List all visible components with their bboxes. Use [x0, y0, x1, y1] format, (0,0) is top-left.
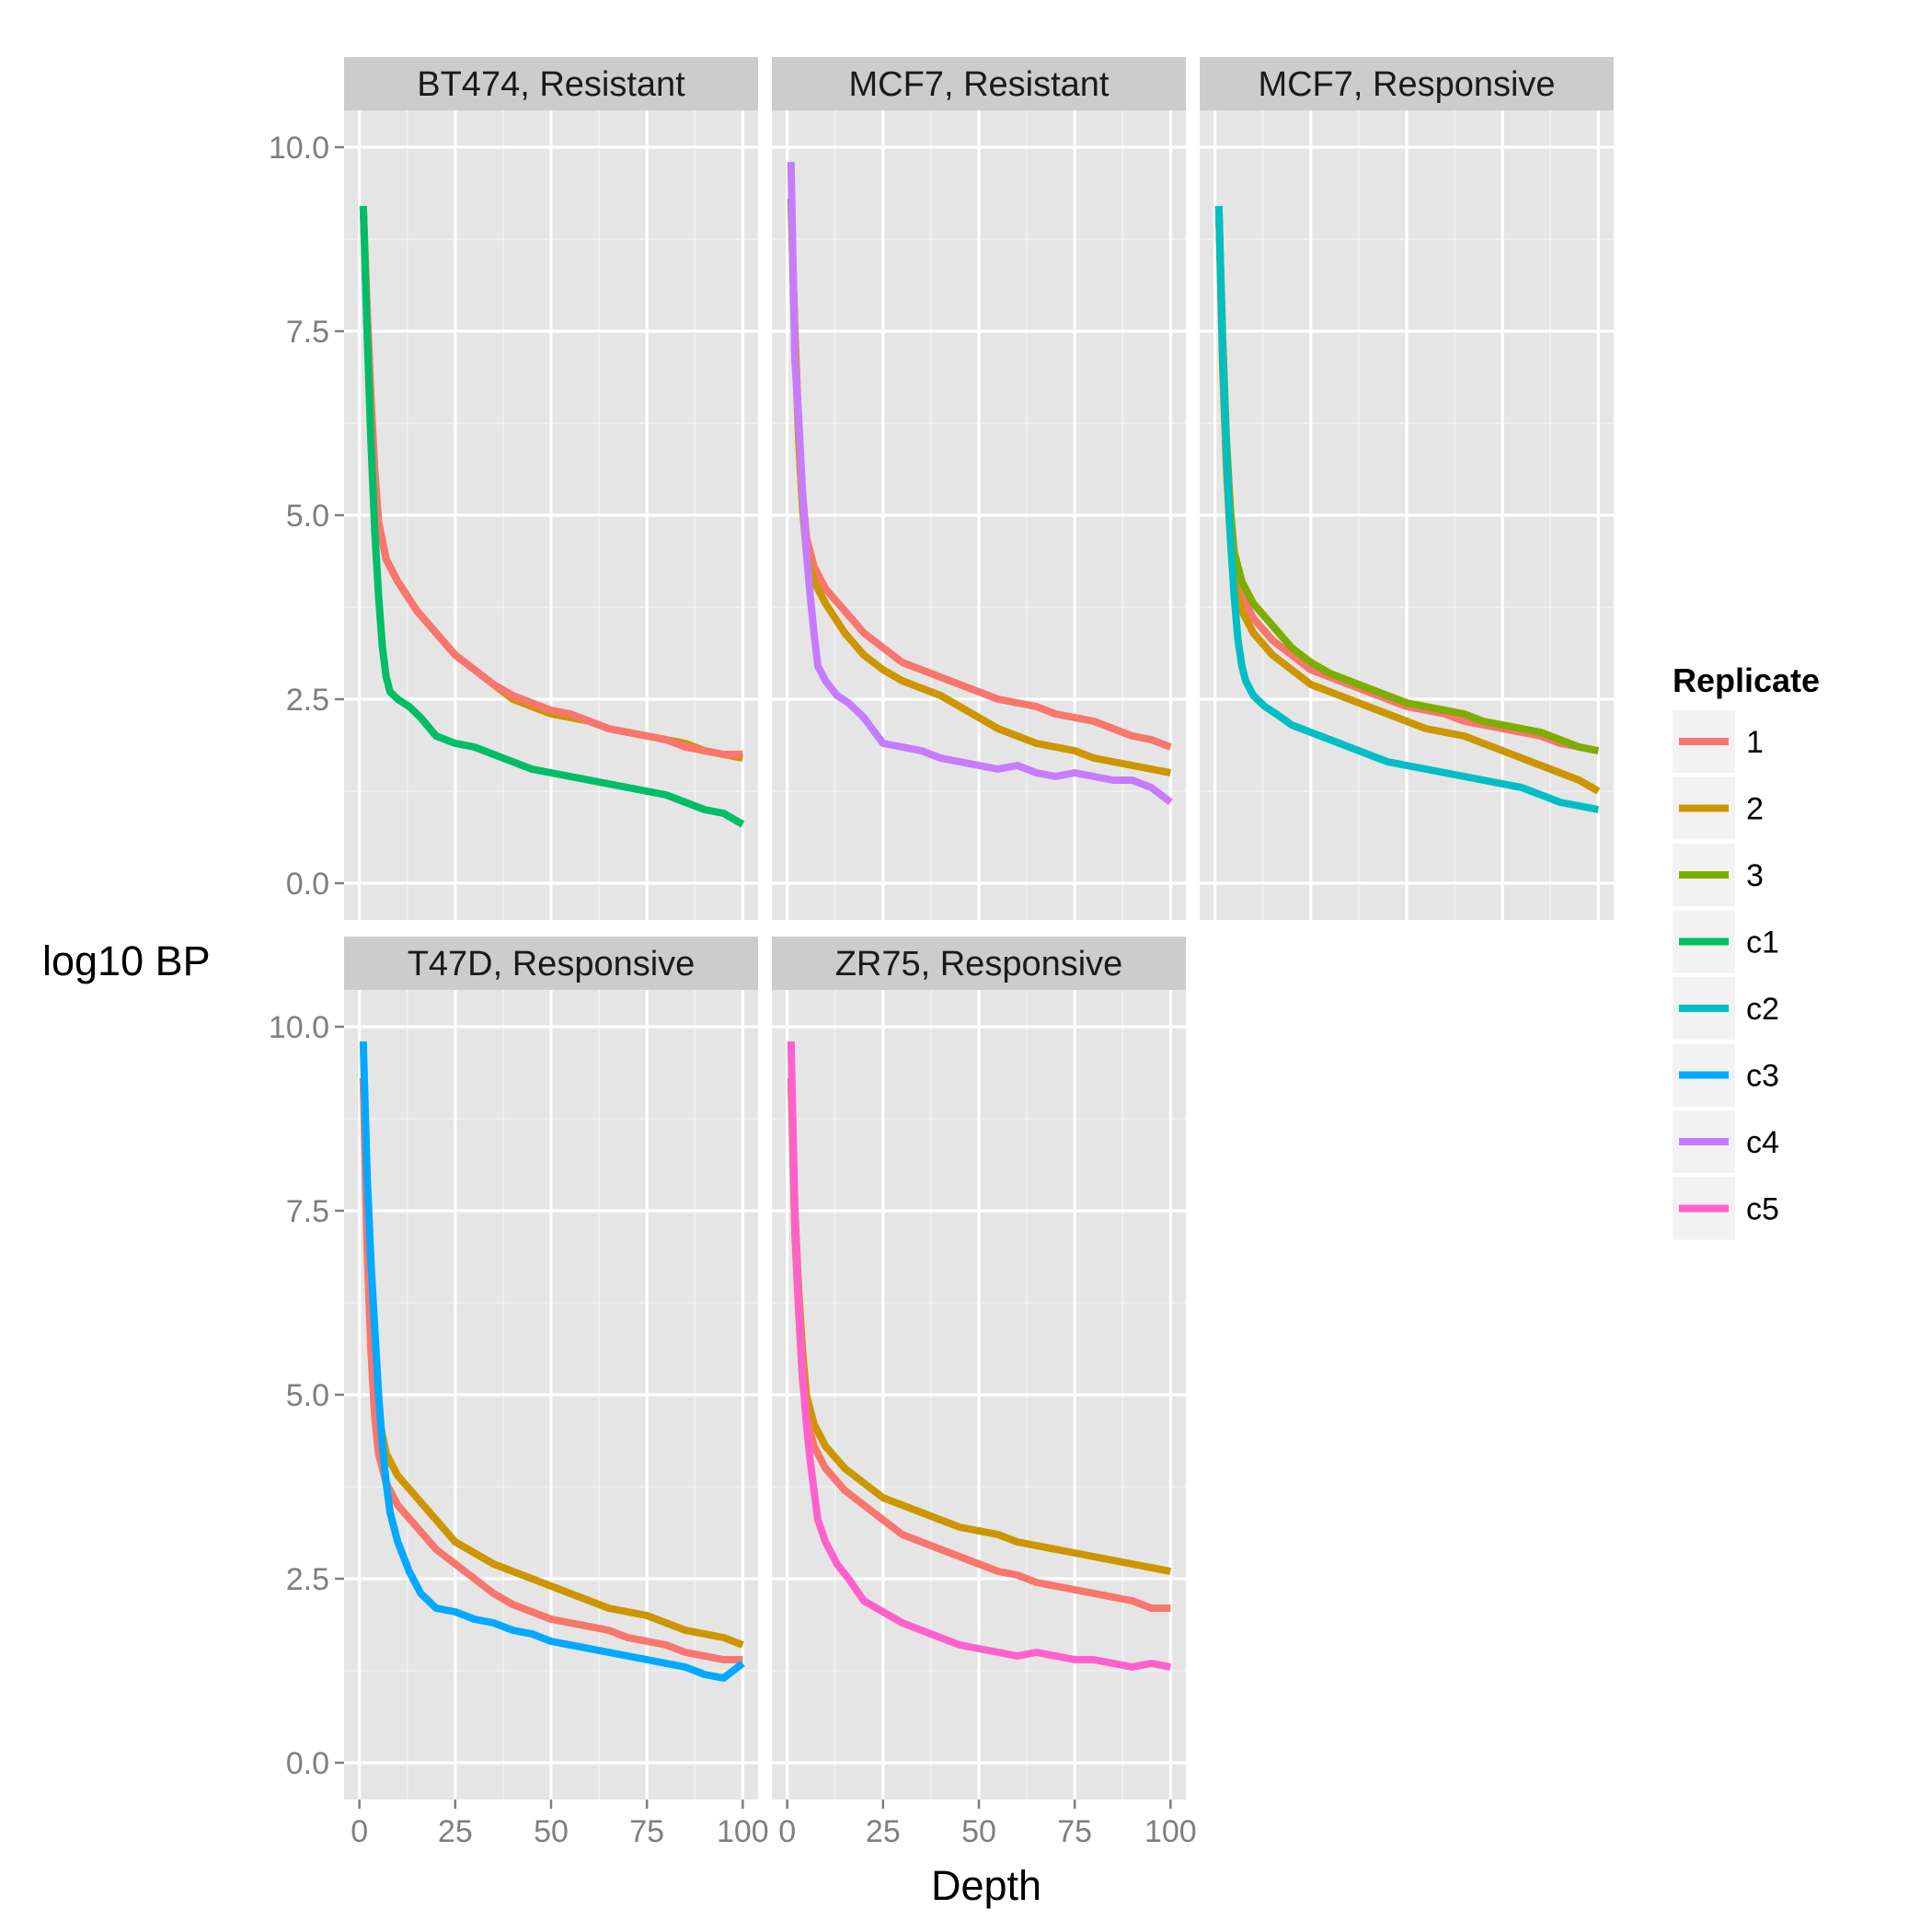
- y-tick-label: 5.0: [286, 499, 329, 534]
- legend-label: 1: [1746, 725, 1764, 760]
- legend-label: c3: [1746, 1059, 1779, 1094]
- facet-title: BT474, Resistant: [417, 65, 685, 104]
- legend: Replicate 1 2 3 c1 c2 c3 c4 c5: [1673, 661, 1820, 1240]
- legend-item: 1: [1673, 710, 1764, 773]
- series-line-c2: [1214, 205, 1600, 813]
- y-tick-label: 0.0: [286, 1746, 329, 1781]
- series-line-c5: [787, 1041, 1172, 1671]
- facet-title: MCF7, Resistant: [849, 65, 1110, 104]
- series-line-1: [359, 205, 743, 758]
- facet-strip: [344, 57, 758, 110]
- legend-item: 2: [1673, 776, 1764, 840]
- facet-title: MCF7, Responsive: [1258, 65, 1555, 104]
- legend-item: c4: [1673, 1110, 1779, 1173]
- legend-title: Replicate: [1673, 661, 1820, 699]
- series-line-c3: [359, 1041, 745, 1682]
- legend-label: c2: [1746, 992, 1779, 1027]
- y-tick-label: 7.5: [286, 1194, 329, 1229]
- facet-panel: BT474, Resistant 0.0 2.5 5.0 7.5 10.0: [269, 57, 758, 920]
- y-tick-label: 0.0: [286, 867, 329, 902]
- facet-title: ZR75, Responsive: [835, 945, 1123, 983]
- facet-panel: MCF7, Responsive: [1200, 57, 1614, 920]
- x-tick-label: 75: [1057, 1814, 1092, 1849]
- legend-label: c4: [1746, 1125, 1779, 1160]
- x-tick-label: 25: [438, 1814, 473, 1849]
- facet-strip: [1200, 57, 1614, 110]
- series-line-c1: [359, 205, 745, 828]
- facet-panel: T47D, Responsive 0.0 2.5 5.0 7.5 10.0 0 25 50 75 1…: [269, 937, 769, 1849]
- facet-strip: [772, 57, 1186, 110]
- legend-item: c1: [1673, 910, 1779, 973]
- y-tick-label: 10.0: [269, 1010, 329, 1045]
- y-axis-title: log10 BP: [42, 937, 211, 984]
- series-line-c4: [787, 161, 1173, 806]
- legend-item: 3: [1673, 844, 1764, 906]
- series-line-1: [359, 1077, 743, 1663]
- facet-panel: ZR75, Responsive 0 25 50 75 100: [772, 937, 1197, 1849]
- legend-label: 3: [1746, 858, 1764, 893]
- x-tick-label: 0: [351, 1814, 368, 1849]
- legend-label: c1: [1746, 926, 1779, 960]
- facet-strip: [344, 937, 758, 990]
- x-tick-label: 50: [534, 1814, 569, 1849]
- facet-panel: MCF7, Resistant: [772, 57, 1186, 920]
- legend-item: c3: [1673, 1043, 1779, 1107]
- facet-title: T47D, Responsive: [408, 945, 696, 983]
- x-tick-label: 75: [629, 1814, 664, 1849]
- x-axis-title: Depth: [931, 1862, 1041, 1909]
- facet-strip: [772, 937, 1186, 990]
- x-tick-label: 100: [1144, 1814, 1197, 1849]
- x-tick-label: 50: [961, 1814, 996, 1849]
- x-tick-label: 100: [717, 1814, 769, 1849]
- legend-item: c5: [1673, 1177, 1779, 1240]
- y-tick-label: 2.5: [286, 683, 329, 718]
- legend-label: c5: [1746, 1192, 1779, 1227]
- x-tick-label: 0: [778, 1814, 796, 1849]
- panels: BT474, Resistant 0.0 2.5 5.0 7.5 10.0 MCF7, Re…: [269, 57, 1614, 1849]
- y-tick-label: 7.5: [286, 315, 329, 350]
- y-tick-label: 10.0: [269, 131, 329, 166]
- y-tick-label: 5.0: [286, 1378, 329, 1413]
- x-tick-label: 25: [866, 1814, 901, 1849]
- y-tick-label: 2.5: [286, 1562, 329, 1597]
- legend-item: c2: [1673, 977, 1779, 1040]
- legend-label: 2: [1746, 792, 1764, 827]
